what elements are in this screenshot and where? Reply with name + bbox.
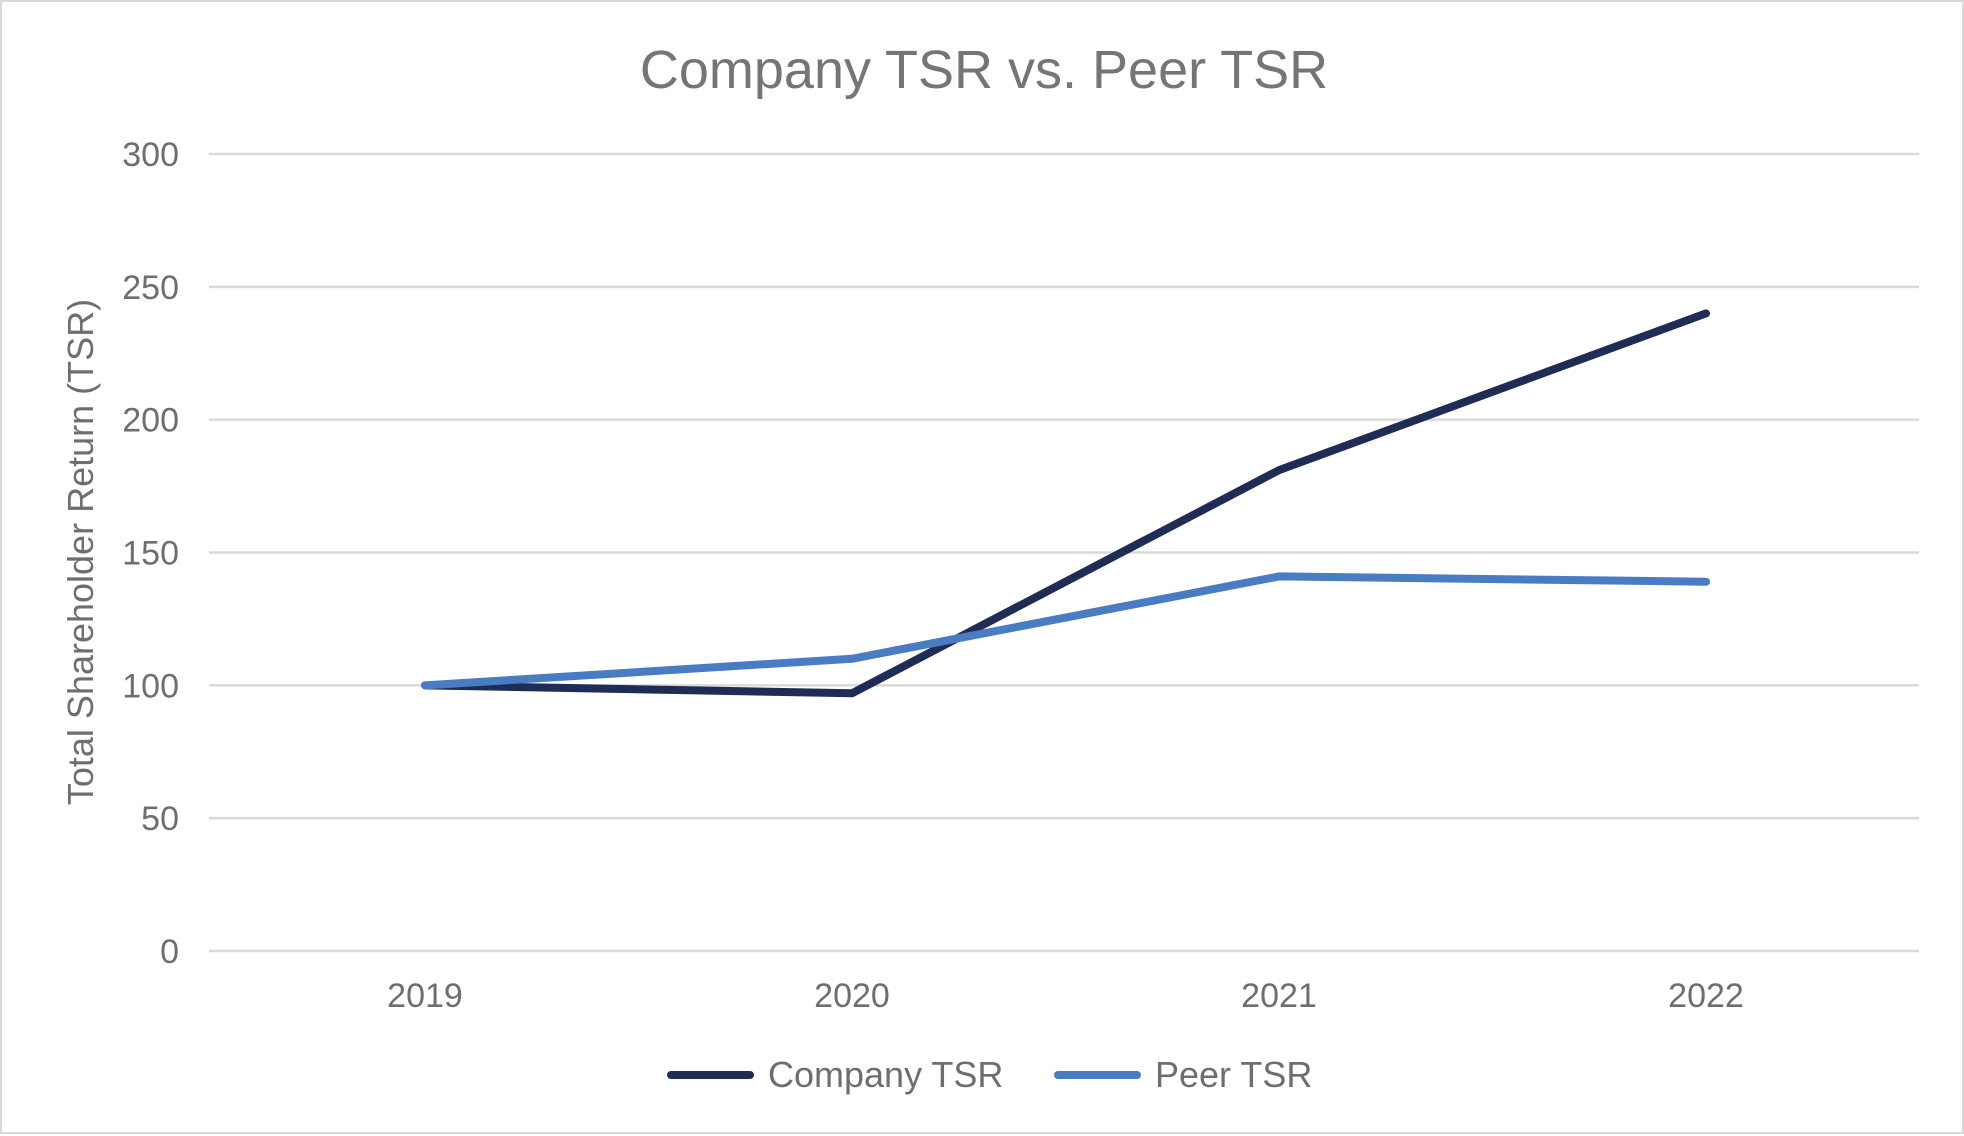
y-tick-label: 250	[122, 269, 179, 307]
y-tick-label: 100	[122, 667, 179, 705]
y-tick-label: 0	[160, 933, 179, 971]
x-tick-label: 2022	[1668, 977, 1744, 1015]
legend-label: Company TSR	[768, 1054, 1003, 1095]
gridlines	[209, 154, 1919, 951]
x-tick-label: 2021	[1241, 977, 1317, 1015]
y-tick-label: 200	[122, 402, 179, 440]
y-tick-label: 50	[141, 800, 179, 838]
series-lines	[425, 313, 1706, 693]
y-tick-label: 300	[122, 136, 179, 174]
x-axis-tick-labels: 2019 2020 2021 2022	[387, 977, 1744, 1015]
series-line-peer-tsr	[425, 576, 1706, 685]
x-tick-label: 2019	[387, 977, 463, 1015]
legend-label: Peer TSR	[1155, 1054, 1312, 1095]
y-axis-title: Total Shareholder Return (TSR)	[60, 299, 101, 805]
chart-title: Company TSR vs. Peer TSR	[640, 40, 1328, 100]
legend: Company TSR Peer TSR	[671, 1054, 1312, 1095]
x-tick-label: 2020	[814, 977, 890, 1015]
y-tick-label: 150	[122, 535, 179, 573]
y-axis-tick-labels: 0 50 100 150 200 250 300	[122, 136, 179, 971]
series-line-company-tsr	[425, 313, 1706, 693]
